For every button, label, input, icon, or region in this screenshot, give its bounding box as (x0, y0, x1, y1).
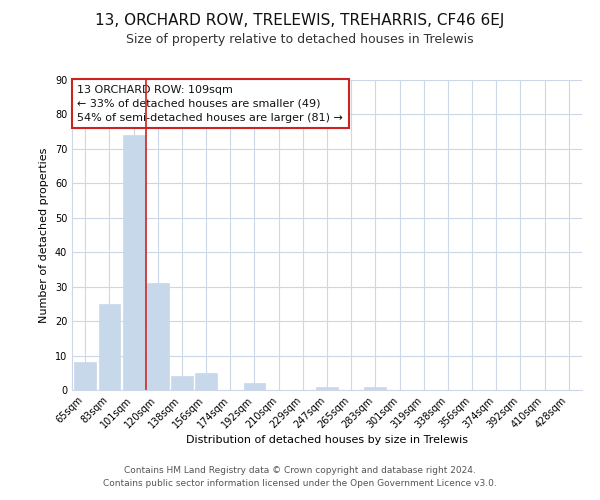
Bar (316, 386, 338, 390)
Bar (195, 373, 217, 390)
Bar (147, 283, 169, 390)
Bar (123, 135, 145, 390)
Bar (244, 383, 265, 390)
Bar (98, 304, 121, 390)
Text: 13, ORCHARD ROW, TRELEWIS, TREHARRIS, CF46 6EJ: 13, ORCHARD ROW, TRELEWIS, TREHARRIS, CF… (95, 12, 505, 28)
Bar (171, 376, 193, 390)
Text: Contains HM Land Registry data © Crown copyright and database right 2024.
Contai: Contains HM Land Registry data © Crown c… (103, 466, 497, 487)
Text: 13 ORCHARD ROW: 109sqm
← 33% of detached houses are smaller (49)
54% of semi-det: 13 ORCHARD ROW: 109sqm ← 33% of detached… (77, 84, 343, 122)
Bar (74, 362, 96, 390)
Y-axis label: Number of detached properties: Number of detached properties (39, 148, 49, 322)
X-axis label: Distribution of detached houses by size in Trelewis: Distribution of detached houses by size … (186, 436, 468, 446)
Text: Size of property relative to detached houses in Trelewis: Size of property relative to detached ho… (126, 32, 474, 46)
Bar (364, 386, 386, 390)
